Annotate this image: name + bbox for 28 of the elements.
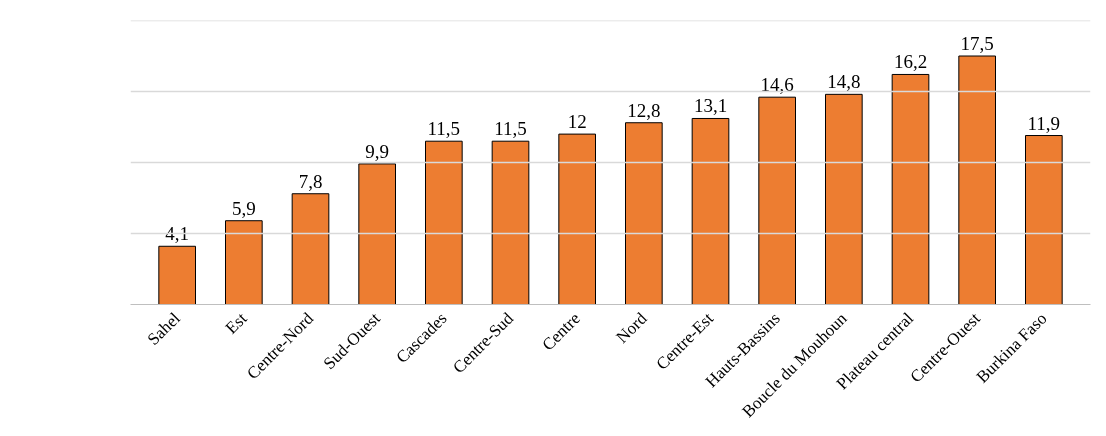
data-label: 16,2 (893, 51, 928, 73)
bar (291, 193, 330, 305)
bar (758, 96, 796, 305)
data-label: 12 (567, 111, 587, 133)
bar (558, 133, 596, 305)
data-label: 14,8 (827, 71, 861, 93)
data-label: 9,9 (365, 140, 390, 162)
data-label: 13,1 (693, 95, 728, 117)
bar (225, 220, 263, 305)
data-label: 11,5 (427, 118, 461, 140)
data-label: 5,9 (231, 197, 256, 219)
data-label: 12,8 (627, 99, 661, 121)
data-label: 11,9 (1027, 112, 1061, 134)
data-label: 14,6 (760, 74, 794, 96)
bar (891, 73, 930, 305)
bar (625, 122, 663, 305)
bar (691, 117, 730, 305)
bar (825, 93, 863, 305)
bar (158, 245, 196, 305)
bar (958, 55, 996, 305)
bar (491, 140, 530, 305)
bar (1025, 135, 1063, 305)
data-label: 11,5 (494, 118, 527, 140)
data-label: 17,5 (960, 33, 994, 54)
x-tick-label: Est (221, 308, 251, 338)
bar (425, 140, 463, 305)
data-label: 7,8 (298, 170, 323, 192)
bar (358, 163, 396, 305)
